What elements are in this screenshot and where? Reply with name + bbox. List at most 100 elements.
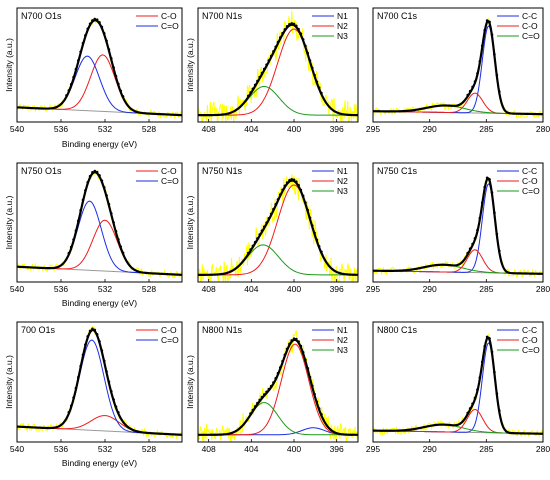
data-dot bbox=[249, 91, 252, 94]
data-dot bbox=[283, 28, 287, 31]
legend-label: C-C bbox=[522, 11, 537, 21]
x-tick-label: 290 bbox=[423, 444, 437, 454]
data-dot bbox=[81, 353, 85, 357]
y-axis-label: Intensity (a.u.) bbox=[185, 195, 195, 249]
data-dot bbox=[294, 337, 298, 341]
x-tick-label: 295 bbox=[366, 124, 380, 134]
data-dot bbox=[262, 67, 266, 71]
data-dot bbox=[258, 233, 262, 236]
plot-area bbox=[17, 169, 182, 279]
data-dot bbox=[473, 396, 477, 400]
legend-label: C-O bbox=[522, 335, 538, 345]
data-dot bbox=[69, 245, 73, 249]
legend-label: C-C bbox=[522, 325, 537, 335]
data-dot bbox=[100, 179, 104, 182]
data-dot bbox=[288, 342, 291, 346]
data-dot bbox=[493, 370, 496, 374]
panel-700-o1s: 540 536 532 528 700 O1s Intensity (a.u.) Bindi… bbox=[4, 321, 183, 468]
data-dot bbox=[485, 176, 489, 180]
plot-area bbox=[198, 330, 358, 442]
x-tick-label: 285 bbox=[479, 444, 493, 454]
data-dot bbox=[81, 41, 85, 45]
x-tick-label: 532 bbox=[98, 124, 112, 134]
data-dot bbox=[278, 193, 282, 196]
x-tick-label: 280 bbox=[536, 284, 550, 294]
data-dot bbox=[310, 66, 314, 70]
data-dot bbox=[265, 390, 268, 394]
data-dot bbox=[292, 22, 296, 26]
x-tick-label: 400 bbox=[287, 124, 301, 134]
y-axis-label: Intensity (a.u.) bbox=[185, 355, 195, 409]
data-dot bbox=[262, 225, 266, 228]
x-tick-label: 404 bbox=[244, 444, 258, 454]
data-dot bbox=[253, 405, 257, 408]
data-dot bbox=[490, 33, 494, 36]
data-dot bbox=[265, 63, 268, 67]
data-dot bbox=[480, 44, 484, 47]
data-dot bbox=[317, 86, 321, 89]
data-dot bbox=[258, 75, 262, 79]
panel-frame bbox=[372, 162, 544, 283]
panel-title: N700 N1s bbox=[202, 11, 243, 21]
legend-label: N1 bbox=[337, 166, 348, 176]
data-dot bbox=[480, 360, 484, 364]
data-dot bbox=[308, 216, 312, 220]
data-dot bbox=[301, 351, 305, 354]
data-dot bbox=[269, 212, 273, 216]
panel-title: N700 O1s bbox=[21, 11, 62, 21]
data-dot bbox=[100, 349, 104, 352]
data-dot bbox=[86, 27, 90, 31]
x-tick-label: 396 bbox=[330, 284, 344, 294]
data-dot bbox=[105, 194, 108, 197]
data-dot bbox=[285, 181, 289, 184]
data-dot bbox=[262, 393, 266, 396]
data-dot bbox=[69, 83, 73, 86]
data-dot bbox=[84, 189, 87, 192]
legend-label: C-O bbox=[161, 166, 177, 176]
raw-data-line bbox=[198, 10, 358, 122]
plot-area bbox=[373, 333, 543, 438]
data-dot bbox=[478, 216, 482, 220]
legend-label: C-C bbox=[522, 166, 537, 176]
data-dot bbox=[112, 221, 115, 224]
data-dot bbox=[67, 410, 71, 414]
x-axis-label: Binding energy (eV) bbox=[62, 458, 137, 468]
data-dot bbox=[256, 237, 259, 240]
x-tick-label: 532 bbox=[98, 284, 112, 294]
raw-data-line bbox=[198, 330, 358, 442]
x-tick-label: 540 bbox=[10, 444, 24, 454]
data-dot bbox=[490, 350, 494, 354]
data-dot bbox=[483, 345, 487, 348]
legend: C-CC-OC=O bbox=[497, 166, 540, 196]
x-tick-label: 295 bbox=[366, 284, 380, 294]
data-dot bbox=[278, 36, 282, 39]
data-dot bbox=[105, 39, 108, 43]
data-dot bbox=[495, 73, 499, 77]
data-dot bbox=[88, 174, 92, 178]
panel-n700-c1s: 295 290 285 280 N700 C1s C-CC-OC=O bbox=[366, 7, 550, 134]
data-dot bbox=[315, 80, 319, 83]
fit-envelope-line bbox=[17, 19, 182, 117]
data-dot bbox=[473, 80, 477, 83]
x-tick-label: 540 bbox=[10, 284, 24, 294]
data-dot bbox=[274, 45, 278, 49]
data-dot bbox=[256, 401, 259, 405]
legend: C-CC-OC=O bbox=[497, 325, 540, 355]
data-dot bbox=[86, 180, 90, 184]
panel-title: N800 C1s bbox=[377, 325, 418, 335]
data-dot bbox=[471, 85, 474, 89]
data-dot bbox=[297, 27, 300, 31]
data-dot bbox=[260, 395, 264, 399]
legend-label: C-O bbox=[161, 325, 177, 335]
x-tick-label: 396 bbox=[330, 124, 344, 134]
data-dot bbox=[495, 392, 499, 395]
data-dot bbox=[260, 71, 264, 75]
plot-area bbox=[198, 173, 358, 282]
data-dot bbox=[76, 219, 80, 223]
data-dot bbox=[299, 344, 303, 348]
data-dot bbox=[79, 364, 82, 368]
data-dot bbox=[246, 251, 250, 255]
